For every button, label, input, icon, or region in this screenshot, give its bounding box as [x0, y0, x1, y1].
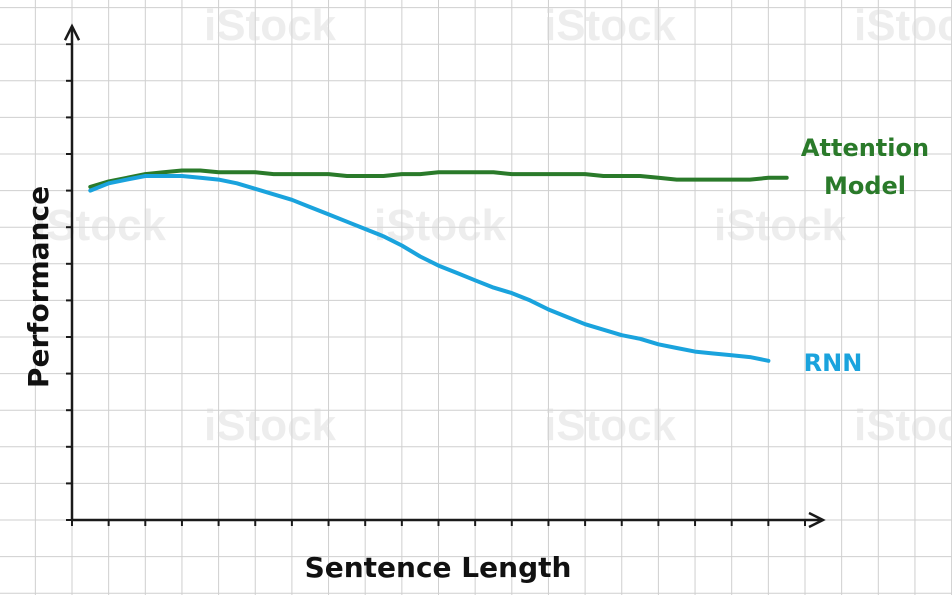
watermark-logo: iStock — [714, 201, 847, 250]
watermark-logo: iStock — [544, 401, 677, 450]
series-line-rnn — [88, 174, 771, 363]
watermark-logo: iStock — [204, 401, 337, 450]
labels-layer: Sentence Length Performance Attention Mod… — [22, 134, 929, 584]
watermark-logo: iStock — [34, 201, 167, 250]
watermark-logo: iStock — [544, 1, 677, 50]
y-axis-label: Performance — [22, 186, 55, 388]
series-label-attention-model: Model — [824, 172, 906, 200]
series-label-attention-model: Attention — [801, 134, 929, 162]
watermark: iStock iStock iStock iStock iStock iStock iSto… — [34, 1, 952, 450]
watermark-logo: iStock — [204, 1, 337, 50]
watermark-logo: iStock — [854, 401, 952, 450]
x-axis-label: Sentence Length — [305, 551, 572, 584]
series-label-rnn: RNN — [804, 349, 863, 377]
watermark-logo: iStock — [854, 1, 952, 50]
y-axis-arrow — [63, 23, 81, 41]
series-line-attention-model — [88, 168, 789, 189]
series-layer — [88, 168, 789, 363]
x-axis-arrow — [808, 511, 826, 529]
axes — [63, 23, 826, 529]
